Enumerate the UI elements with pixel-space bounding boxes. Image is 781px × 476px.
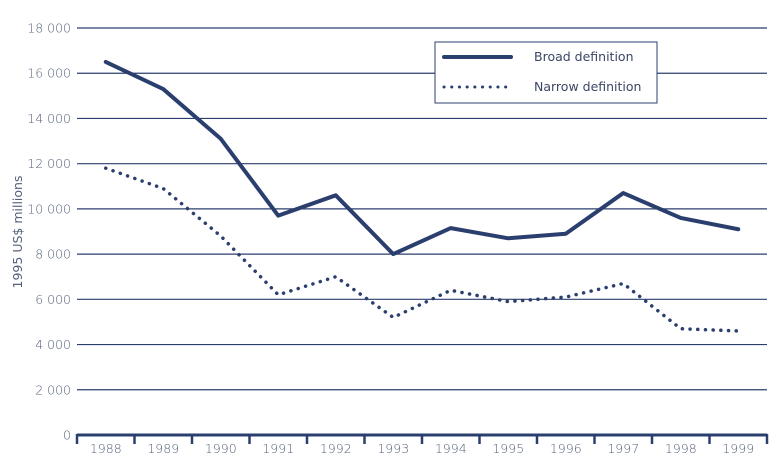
legend-label-narrow: Narrow definition (534, 79, 641, 94)
y-tick-label: 10 000 (27, 201, 71, 216)
y-tick-label: 14 000 (27, 111, 71, 126)
y-tick-label: 4 000 (35, 337, 71, 352)
x-tick-label: 1995 (492, 441, 524, 456)
x-tick-label: 1996 (550, 441, 582, 456)
series-lines (103, 59, 741, 333)
y-tick-label: 16 000 (27, 66, 71, 81)
x-tick-label: 1998 (665, 441, 697, 456)
y-tick-label: 8 000 (35, 247, 71, 262)
x-axis (75, 433, 769, 444)
y-tick-label: 0 (63, 428, 71, 443)
y-tick-label: 6 000 (35, 292, 71, 307)
gridlines (77, 27, 767, 391)
series-line-broad (103, 59, 741, 257)
x-tick-label: 1990 (205, 441, 237, 456)
y-tick-label: 2 000 (35, 382, 71, 397)
series-line-narrow (104, 166, 740, 333)
y-tick-labels: 0 2 000 4 000 6 000 8 000 10 000 12 000 14 000 1… (27, 21, 71, 443)
x-tick-label: 1992 (320, 441, 352, 456)
x-tick-label: 1999 (722, 441, 754, 456)
x-tick-label: 1988 (90, 441, 122, 456)
x-tick-label: 1989 (147, 441, 179, 456)
legend: Broad definition Narrow definition (434, 41, 658, 104)
y-tick-label: 18 000 (27, 21, 71, 36)
x-tick-label: 1994 (435, 441, 467, 456)
x-tick-labels: 1988 1989 1990 1991 1992 1993 1994 1995 1996 1997… (90, 441, 754, 456)
y-axis-title: 1995 US$ millions (10, 176, 25, 289)
x-tick-label: 1993 (377, 441, 409, 456)
y-tick-label: 12 000 (27, 156, 71, 171)
x-tick-label: 1997 (607, 441, 639, 456)
x-tick-label: 1991 (262, 441, 294, 456)
legend-box (434, 41, 658, 104)
legend-label-broad: Broad definition (534, 49, 634, 64)
